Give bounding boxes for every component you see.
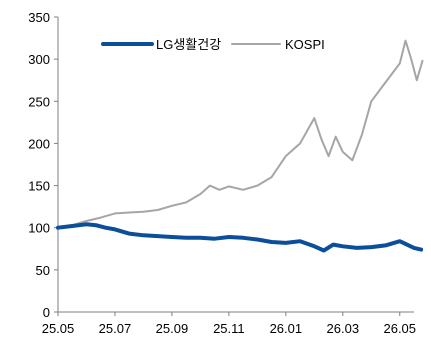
y-tick-label: 150: [28, 179, 50, 194]
series-layer: [58, 41, 423, 251]
legend-label-kospi: KOSPI: [285, 37, 325, 52]
y-tick-label: 300: [28, 52, 50, 67]
y-tick-label: 100: [28, 221, 50, 236]
series-line-lg: [58, 224, 421, 250]
y-tick-label: 250: [28, 94, 50, 109]
x-tick-label: 26.05: [383, 321, 416, 336]
legend-label-lg: LG생활건강: [156, 37, 221, 52]
x-tick-label: 25.05: [42, 321, 75, 336]
y-tick-label: 200: [28, 136, 50, 151]
y-tick-label: 0: [43, 305, 50, 320]
x-tick-label: 25.07: [99, 321, 132, 336]
series-line-kospi: [58, 41, 423, 228]
chart-legend: LG생활건강 KOSPI: [103, 37, 325, 52]
y-tick-label: 50: [36, 263, 50, 278]
x-tick-label: 25.09: [156, 321, 189, 336]
y-tick-label: 350: [28, 10, 50, 25]
x-tick-label: 26.01: [270, 321, 303, 336]
chart-axes: 0 50 100 150 200 250 300 350 25.05 25.07 25.09 25.1…: [28, 10, 416, 336]
x-tick-label: 26.03: [327, 321, 360, 336]
x-tick-label: 25.11: [213, 321, 245, 336]
